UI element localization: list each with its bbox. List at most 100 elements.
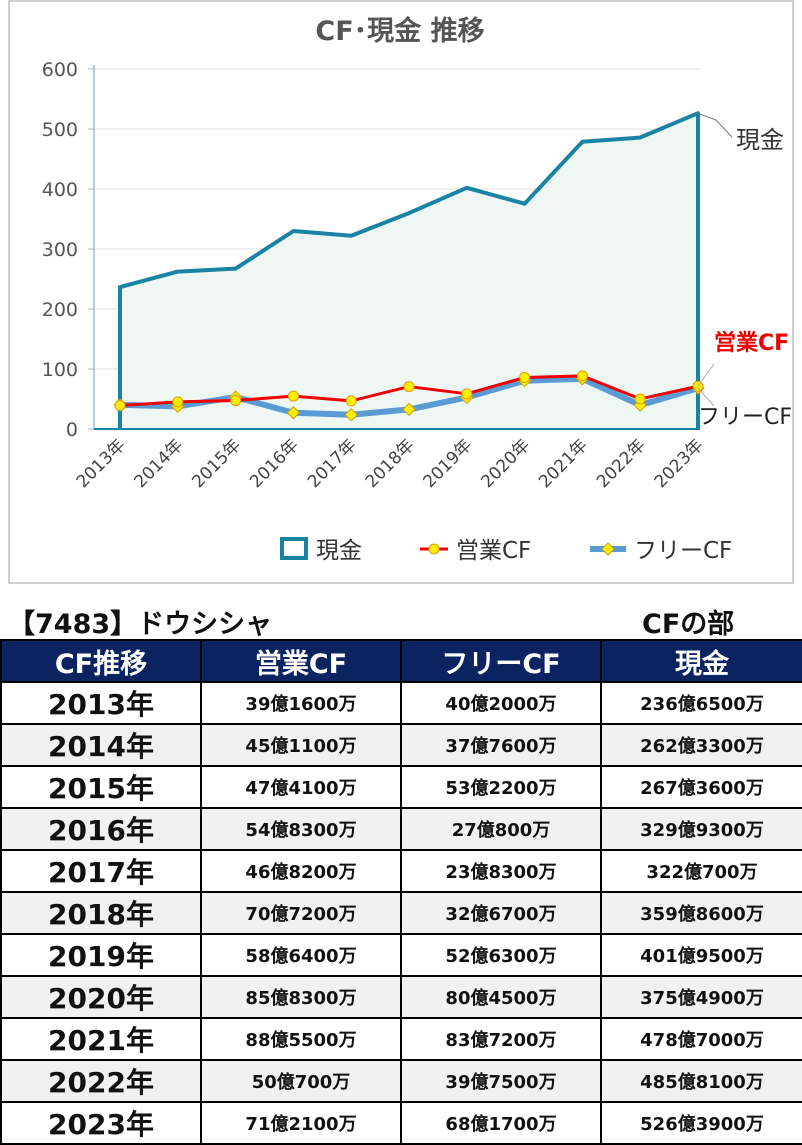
cell-free-cf: 39億7500万	[400, 1059, 602, 1103]
cell-free-cf: 53億2200万	[400, 765, 602, 809]
x-tick-label: 2018年	[362, 435, 419, 492]
cell-cash: 375億4900万	[600, 975, 802, 1019]
x-tick-label: 2019年	[420, 435, 477, 492]
table-row: 2019年 58億6400万 52億6300万 401億9500万	[0, 933, 802, 977]
table-row: 2018年 70億7200万 32億6700万 359億8600万	[0, 891, 802, 935]
cell-cash: 329億9300万	[600, 807, 802, 851]
x-tick-label: 2017年	[304, 435, 361, 492]
cell-free-cf: 52億6300万	[400, 933, 602, 977]
cell-year: 2014年	[0, 723, 202, 767]
x-tick-label: 2022年	[593, 435, 650, 492]
cell-cash: 267億3600万	[600, 765, 802, 809]
cell-cash: 236億6500万	[600, 681, 802, 725]
cell-year: 2019年	[0, 933, 202, 977]
y-tick-label: 0	[66, 419, 78, 441]
x-tick-label: 2016年	[246, 435, 303, 492]
cell-free-cf: 27億800万	[400, 807, 602, 851]
cell-operating-cf: 50億700万	[200, 1059, 402, 1103]
chart-panel: CF･現金 推移 0 100 200 300 400 500 600 2013年 2014年 201…	[8, 0, 794, 584]
table-row: 2014年 45億1100万 37億7600万 262億3300万	[0, 723, 802, 767]
cell-operating-cf: 47億4100万	[200, 765, 402, 809]
legend-free-cf-label: フリーCF	[634, 538, 732, 564]
y-tick-label: 100	[42, 359, 78, 381]
cell-free-cf: 68億1700万	[400, 1101, 602, 1145]
x-tick-label: 2020年	[477, 435, 534, 492]
x-tick-label: 2023年	[651, 435, 708, 492]
table-row: 2023年 71億2100万 68億1700万 526億3900万	[0, 1101, 802, 1145]
y-tick-label: 200	[42, 299, 78, 321]
cell-operating-cf: 46億8200万	[200, 849, 402, 893]
col-header-free-cf: フリーCF	[400, 639, 602, 683]
cell-year: 2016年	[0, 807, 202, 851]
free-cf-point	[402, 402, 416, 417]
cash-end-label: 現金	[736, 126, 784, 154]
cell-free-cf: 37億7600万	[400, 723, 602, 767]
cell-operating-cf: 70億7200万	[200, 891, 402, 935]
legend-free-cf-marker	[601, 542, 615, 556]
operating-cf-point	[345, 395, 357, 407]
col-header-period: CF推移	[0, 639, 202, 683]
cell-cash: 359億8600万	[600, 891, 802, 935]
operating-cf-point	[287, 390, 299, 402]
operating-cf-point	[461, 388, 473, 400]
table-row: 2020年 85億8300万 80億4500万 375億4900万	[0, 975, 802, 1019]
cell-year: 2017年	[0, 849, 202, 893]
legend-cash-swatch	[280, 537, 308, 560]
cell-cash: 485億8100万	[600, 1059, 802, 1103]
cell-free-cf: 40億2000万	[400, 681, 602, 725]
col-header-operating-cf: 営業CF	[200, 639, 402, 683]
cell-free-cf: 83億7200万	[400, 1017, 602, 1061]
cell-cash: 526億3900万	[600, 1101, 802, 1145]
cf-table: CF推移 営業CF フリーCF 現金 2013年 39億1600万 40億2000万…	[0, 639, 802, 1145]
operating-cf-leader-line	[697, 363, 715, 387]
x-tick-label: 2013年	[73, 435, 130, 492]
cell-cash: 322億700万	[600, 849, 802, 893]
operating-cf-point	[519, 372, 531, 384]
col-header-cash: 現金	[600, 639, 802, 683]
table-row: 2013年 39億1600万 40億2000万 236億6500万	[0, 681, 802, 725]
free-cf-point	[344, 407, 358, 422]
cell-cash: 401億9500万	[600, 933, 802, 977]
cell-cash: 478億7000万	[600, 1017, 802, 1061]
cell-year: 2020年	[0, 975, 202, 1019]
cell-year: 2022年	[0, 1059, 202, 1103]
x-tick-label: 2021年	[535, 435, 592, 492]
y-tick-label: 300	[42, 239, 78, 261]
legend-operating-cf-marker	[428, 543, 440, 555]
cell-operating-cf: 54億8300万	[200, 807, 402, 851]
table-row: 2016年 54億8300万 27億800万 329億9300万	[0, 807, 802, 851]
cell-year: 2023年	[0, 1101, 202, 1145]
cell-operating-cf: 39億1600万	[200, 681, 402, 725]
cell-year: 2013年	[0, 681, 202, 725]
free-cf-end-label: フリーCF	[698, 405, 792, 430]
operating-cf-point	[114, 400, 126, 412]
header-row: 【7483】ドウシシャ CFの部	[0, 600, 802, 640]
y-tick-label: 400	[42, 179, 78, 201]
table-row: 2017年 46億8200万 23億8300万 322億700万	[0, 849, 802, 893]
operating-cf-end-label: 営業CF	[714, 330, 789, 356]
cell-operating-cf: 71億2100万	[200, 1101, 402, 1145]
cell-operating-cf: 45億1100万	[200, 723, 402, 767]
cash-series-line	[118, 111, 700, 429]
cell-operating-cf: 85億8300万	[200, 975, 402, 1019]
legend-operating-cf-label: 営業CF	[456, 538, 531, 564]
table-header-row: CF推移 営業CF フリーCF 現金	[0, 639, 802, 683]
cash-leader-line	[697, 112, 733, 138]
cell-free-cf: 80億4500万	[400, 975, 602, 1019]
operating-cf-point	[634, 393, 646, 405]
operating-cf-point	[230, 395, 242, 407]
cell-operating-cf: 88億5500万	[200, 1017, 402, 1061]
x-tick-label: 2014年	[131, 435, 188, 492]
table-row: 2022年 50億700万 39億7500万 485億8100万	[0, 1059, 802, 1103]
cell-year: 2015年	[0, 765, 202, 809]
table-row: 2021年 88億5500万 83億7200万 478億7000万	[0, 1017, 802, 1061]
x-tick-label: 2015年	[188, 435, 245, 492]
chart-title: CF･現金 推移	[315, 15, 484, 47]
cell-operating-cf: 58億6400万	[200, 933, 402, 977]
operating-cf-point	[576, 370, 588, 382]
cell-year: 2018年	[0, 891, 202, 935]
cell-free-cf: 23億8300万	[400, 849, 602, 893]
cell-free-cf: 32億6700万	[400, 891, 602, 935]
cell-cash: 262億3300万	[600, 723, 802, 767]
